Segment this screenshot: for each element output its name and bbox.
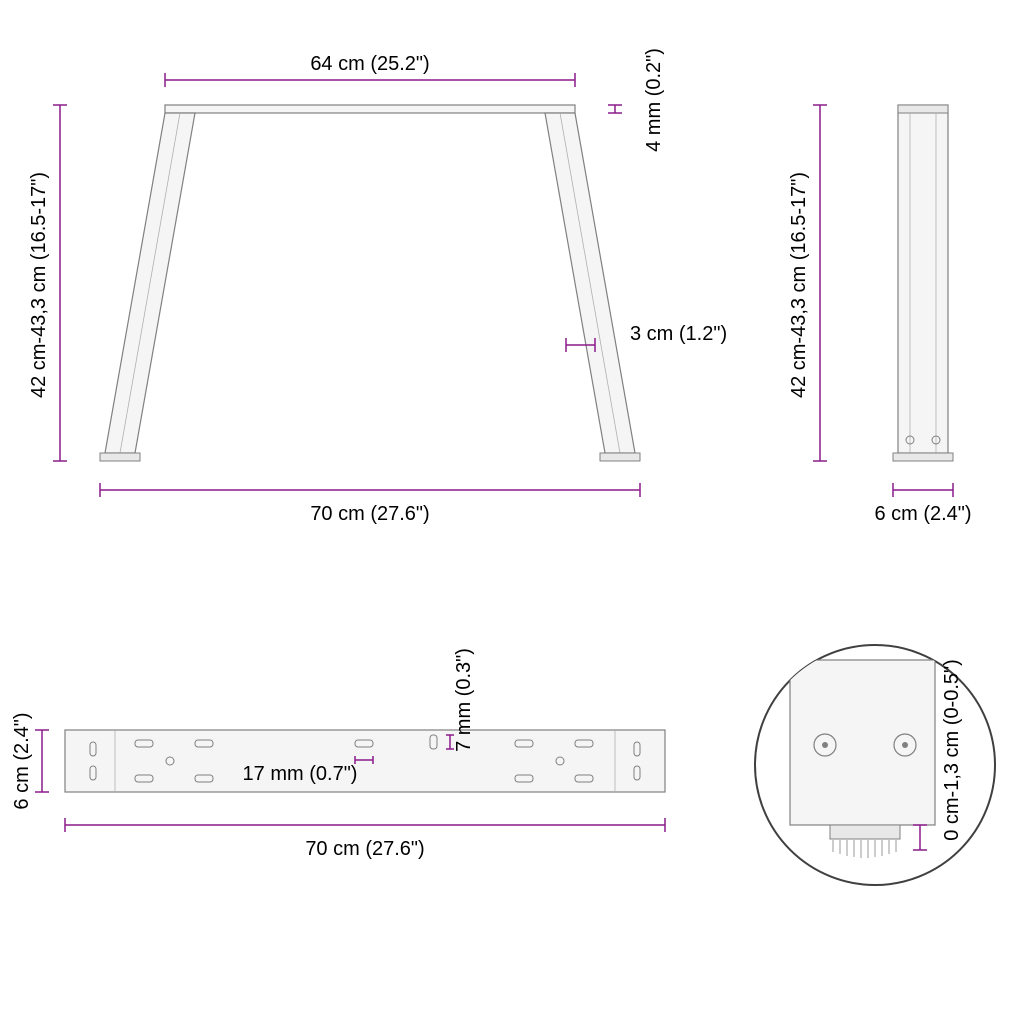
dim-width-top: 70 cm (27.6") bbox=[305, 838, 424, 860]
detail-view: 0 cm-1,3 cm (0-0.5") bbox=[755, 645, 995, 885]
dim-leg-width: 3 cm (1.2") bbox=[630, 323, 727, 345]
dim-slot-width: 7 mm (0.3") bbox=[453, 648, 475, 752]
top-view: 6 cm (2.4") 17 mm (0.7") 7 mm (0.3") 70 … bbox=[11, 648, 665, 860]
dim-adjustment: 0 cm-1,3 cm (0-0.5") bbox=[941, 659, 963, 841]
dim-top-width: 64 cm (25.2") bbox=[310, 53, 429, 75]
dim-height-side: 42 cm-43,3 cm (16.5-17") bbox=[788, 172, 810, 398]
dim-slot-length: 17 mm (0.7") bbox=[243, 763, 358, 785]
dim-top-thickness: 4 mm (0.2") bbox=[643, 48, 665, 152]
dim-depth-side: 6 cm (2.4") bbox=[874, 503, 971, 525]
dim-height-front: 42 cm-43,3 cm (16.5-17") bbox=[28, 172, 50, 398]
front-view: 64 cm (25.2") 4 mm (0.2") 42 cm-43,3 cm … bbox=[28, 48, 727, 525]
dim-depth-top: 6 cm (2.4") bbox=[11, 712, 33, 809]
dimension-diagram: 64 cm (25.2") 4 mm (0.2") 42 cm-43,3 cm … bbox=[0, 0, 1024, 1024]
dim-bottom-width: 70 cm (27.6") bbox=[310, 503, 429, 525]
side-view: 42 cm-43,3 cm (16.5-17") 6 cm (2.4") bbox=[788, 105, 972, 525]
